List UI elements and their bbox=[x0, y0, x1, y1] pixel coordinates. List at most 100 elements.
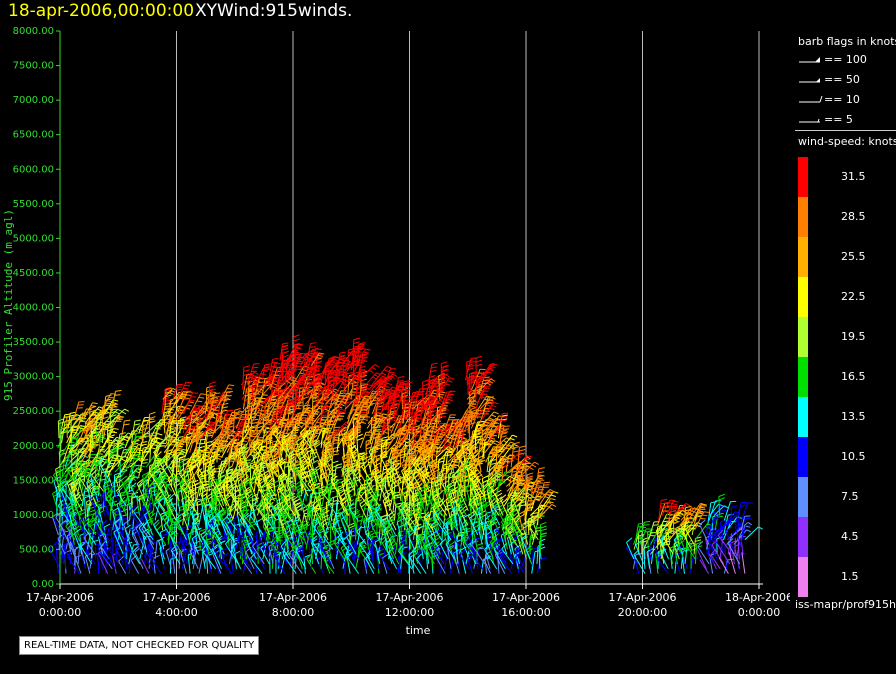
colorscale-title: wind-speed: knots bbox=[798, 135, 896, 148]
x-tick-date: 17-Apr-2006 bbox=[259, 591, 327, 604]
wind-barb bbox=[225, 538, 239, 565]
barb-legend-label: == 5 bbox=[824, 113, 853, 126]
y-tick-label: 500.00 bbox=[19, 544, 54, 555]
wind-barb bbox=[242, 365, 250, 390]
wind-barb bbox=[210, 538, 224, 565]
wind-barb bbox=[175, 513, 187, 540]
wind-barb bbox=[212, 550, 222, 574]
wind-barb bbox=[95, 542, 102, 560]
colorscale-swatch bbox=[798, 477, 808, 517]
wind-barb bbox=[226, 510, 238, 531]
colorscale-label: 22.5 bbox=[841, 290, 866, 303]
wind-barb bbox=[147, 485, 154, 511]
wind-barb bbox=[84, 552, 92, 574]
wind-barb bbox=[159, 528, 167, 550]
data-source: iss-mapr/prof915h bbox=[795, 598, 896, 611]
wind-barb bbox=[88, 481, 98, 507]
wind-barb bbox=[164, 387, 172, 410]
x-tick-date: 18-Apr-2006 bbox=[725, 591, 790, 604]
wind-barb bbox=[72, 522, 83, 545]
wind-barb bbox=[177, 381, 192, 400]
wind-barb bbox=[83, 453, 97, 473]
wind-barb bbox=[162, 454, 174, 478]
wind-barb bbox=[208, 381, 217, 405]
wind-barb bbox=[230, 543, 242, 569]
colorscale-label: 25.5 bbox=[841, 250, 866, 263]
wind-barb bbox=[92, 475, 102, 497]
x-tick-time: 16:00:00 bbox=[501, 606, 550, 619]
x-axis: 17-Apr-2006 0:00:00 17-Apr-2006 4:00:00 17-A… bbox=[26, 583, 790, 619]
wind-barb bbox=[536, 557, 547, 574]
wind-barb bbox=[142, 471, 150, 497]
colorscale-label: 19.5 bbox=[841, 330, 866, 343]
wind-barb-plot: 0.00 500.00 1000.00 1500.00 2000.00 2500.00 30… bbox=[2, 26, 790, 637]
x-tick-date: 17-Apr-2006 bbox=[142, 591, 210, 604]
wind-barb bbox=[201, 544, 216, 570]
x-tick-date: 17-Apr-2006 bbox=[608, 591, 676, 604]
colorscale-label: 28.5 bbox=[841, 210, 866, 223]
colorscale-label: 16.5 bbox=[841, 370, 866, 383]
colorscale-label: 4.5 bbox=[841, 530, 859, 543]
wind-barb bbox=[130, 419, 141, 444]
wind-barb bbox=[744, 526, 763, 541]
x-tick-time: 0:00:00 bbox=[738, 606, 780, 619]
wind-barb bbox=[160, 458, 172, 482]
title-plot-name: XYWind:915winds. bbox=[195, 1, 353, 21]
wind-barb bbox=[95, 520, 103, 545]
colorscale-label: 1.5 bbox=[841, 570, 859, 583]
barb-legend-item: == 50 bbox=[798, 73, 860, 87]
wind-barb bbox=[78, 516, 88, 536]
wind-barb bbox=[175, 418, 185, 439]
y-tick-label: 0.00 bbox=[32, 579, 54, 590]
wind-barb bbox=[238, 547, 252, 570]
wind-barb bbox=[105, 546, 116, 570]
wind-barb bbox=[107, 488, 117, 507]
y-tick-label: 6500.00 bbox=[13, 130, 54, 141]
wind-barb bbox=[164, 494, 177, 521]
x-tick-time: 8:00:00 bbox=[272, 606, 314, 619]
wind-barb bbox=[175, 516, 185, 536]
wind-barb bbox=[141, 522, 155, 545]
wind-barb bbox=[117, 432, 126, 453]
wind-barb bbox=[73, 499, 85, 526]
wind-barb bbox=[143, 550, 154, 570]
qc-notice: REAL-TIME DATA, NOT CHECKED FOR QUALITY bbox=[19, 636, 260, 655]
wind-barb bbox=[216, 481, 228, 507]
wind-barb bbox=[245, 464, 253, 482]
wind-barb bbox=[661, 499, 676, 516]
wind-barb bbox=[111, 415, 125, 429]
colorscale-label: 7.5 bbox=[841, 490, 859, 503]
wind-barb bbox=[170, 544, 181, 565]
title-date: 18-apr-2006,00:00:00 bbox=[8, 1, 195, 21]
wind-barb bbox=[189, 393, 207, 415]
wind-barb bbox=[741, 552, 746, 574]
wind-barb bbox=[232, 407, 241, 434]
wind-barb bbox=[53, 476, 60, 497]
wind-barb bbox=[225, 466, 236, 492]
y-tick-label: 4000.00 bbox=[13, 303, 54, 314]
wind-barb bbox=[172, 383, 183, 400]
wind-barb bbox=[191, 518, 204, 545]
wind-barb bbox=[87, 517, 97, 536]
barb-legend-label: == 50 bbox=[824, 73, 860, 86]
colorscale-swatch bbox=[798, 277, 808, 317]
wind-barb bbox=[84, 515, 97, 541]
x-axis-title: time bbox=[406, 624, 431, 637]
wind-barb bbox=[153, 519, 164, 541]
wind-barb bbox=[144, 418, 155, 434]
wind-barb bbox=[192, 452, 204, 478]
barb-legend-label: == 10 bbox=[824, 93, 860, 106]
wind-barb bbox=[109, 408, 130, 424]
x-tick-time: 20:00:00 bbox=[618, 606, 667, 619]
wind-barb bbox=[138, 522, 147, 541]
y-axis: 0.00 500.00 1000.00 1500.00 2000.00 2500.00 30… bbox=[13, 26, 61, 590]
wind-barb bbox=[52, 469, 64, 492]
wind-barb bbox=[132, 546, 141, 565]
x-tick-time: 4:00:00 bbox=[155, 606, 197, 619]
y-tick-label: 7000.00 bbox=[13, 95, 54, 106]
legend-divider bbox=[795, 130, 896, 131]
wind-barb bbox=[218, 384, 235, 405]
wind-barb bbox=[221, 515, 234, 541]
wind-barb bbox=[114, 518, 124, 545]
wind-barb bbox=[209, 392, 221, 415]
